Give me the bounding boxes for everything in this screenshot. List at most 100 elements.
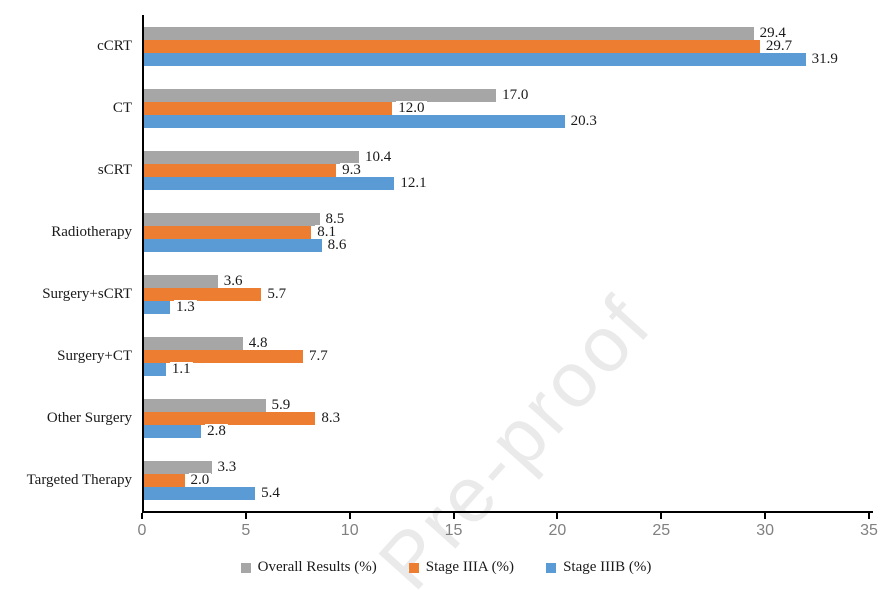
data-label: 10.4 xyxy=(363,148,394,165)
bar-line: 31.9 xyxy=(143,50,870,67)
bar-group: 8.5 8.1 8.6 xyxy=(143,201,870,263)
data-label: 29.7 xyxy=(763,37,795,54)
bar-group: 10.4 9.3 12.1 xyxy=(143,139,870,201)
x-tick-label: 0 xyxy=(137,522,147,539)
data-label: 5.4 xyxy=(259,484,282,501)
category-row: Targeted Therapy 3.3 2.0 5.4 xyxy=(0,449,870,511)
bar xyxy=(143,101,393,115)
data-label: 2.8 xyxy=(205,422,228,439)
bar xyxy=(143,398,266,412)
x-tick-label: 35 xyxy=(860,522,878,539)
data-label: 5.9 xyxy=(269,396,293,413)
bar xyxy=(143,349,303,363)
category-label: cCRT xyxy=(97,37,132,54)
bar-line: 4.8 xyxy=(143,334,870,351)
x-tick-mark xyxy=(244,513,247,519)
bar-line: 5.7 xyxy=(143,285,870,302)
x-tick-label: 10 xyxy=(340,522,359,539)
x-axis-line xyxy=(142,511,873,513)
x-tick-mark xyxy=(660,513,663,519)
bar-line: 2.0 xyxy=(143,472,870,488)
legend: Overall Results (%) Stage IIIA (%) Stage I… xyxy=(0,559,892,576)
category-label: Surgery+CT xyxy=(57,347,132,364)
x-tick-mark xyxy=(141,513,143,519)
bar xyxy=(143,411,316,425)
category-label: Surgery+sCRT xyxy=(42,285,132,302)
data-label: 20.3 xyxy=(568,112,599,129)
bar-line: 12.0 xyxy=(143,99,870,116)
bar xyxy=(143,274,218,288)
bar xyxy=(143,88,497,102)
x-tick-mark xyxy=(348,513,351,519)
x-tick-label: 25 xyxy=(652,522,671,539)
bar-line: 7.7 xyxy=(143,348,870,364)
category-label: sCRT xyxy=(97,161,132,178)
bar xyxy=(143,225,312,239)
bar-rows: cCRT 29.4 29.7 31.9 CT 17.0 12.0 20.3 sCRT 10.4 9.… xyxy=(0,15,870,511)
data-label: 8.3 xyxy=(319,409,343,426)
data-label: 12.1 xyxy=(398,174,429,191)
bar xyxy=(143,424,202,438)
bar-line: 29.7 xyxy=(143,37,870,54)
bar xyxy=(143,150,360,164)
bar-line: 9.3 xyxy=(143,161,870,178)
bar xyxy=(143,362,166,376)
bar xyxy=(143,238,322,252)
legend-label: Stage IIIB (%) xyxy=(563,559,652,575)
legend-label: Overall Results (%) xyxy=(257,559,377,575)
data-label: 31.9 xyxy=(809,50,840,67)
data-label: 12.0 xyxy=(396,99,427,116)
legend-item: Stage IIIB (%) xyxy=(546,559,651,576)
bar-line: 1.1 xyxy=(143,360,870,377)
data-label: 8.1 xyxy=(315,223,338,240)
data-label: 9.3 xyxy=(340,161,363,178)
y-axis-line xyxy=(142,15,144,513)
data-label: 4.8 xyxy=(246,334,270,351)
legend-swatch-icon xyxy=(240,562,251,573)
data-label: 5.7 xyxy=(265,285,289,302)
bar xyxy=(143,460,212,474)
bar-line: 20.3 xyxy=(143,112,870,129)
data-label: 29.4 xyxy=(757,24,788,41)
bar-line: 10.4 xyxy=(143,148,870,165)
category-row: Other Surgery 5.9 8.3 2.8 xyxy=(0,387,870,449)
category-row: CT 17.0 12.0 20.3 xyxy=(0,77,870,139)
category-row: Surgery+sCRT 3.6 5.7 1.3 xyxy=(0,263,870,325)
bar-line: 8.1 xyxy=(143,223,870,240)
data-label: 17.0 xyxy=(500,86,531,103)
legend-swatch-icon xyxy=(546,562,557,573)
data-label: 8.5 xyxy=(323,210,347,227)
bar xyxy=(143,176,395,190)
bar xyxy=(143,287,262,301)
legend-item: Stage IIIA (%) xyxy=(408,559,515,576)
bar-line: 12.1 xyxy=(143,174,870,191)
bar-line: 17.0 xyxy=(143,86,870,103)
bar xyxy=(143,212,320,226)
bar xyxy=(143,163,337,177)
bar xyxy=(143,114,565,128)
data-label: 1.1 xyxy=(169,360,193,377)
bar-line: 3.6 xyxy=(143,272,870,289)
x-tick-mark xyxy=(868,513,870,519)
legend-label: Stage IIIA (%) xyxy=(425,559,515,575)
data-label: 3.6 xyxy=(221,272,245,289)
x-tick-label: 5 xyxy=(241,522,251,539)
bar-group: 4.8 7.7 1.1 xyxy=(143,325,870,387)
bar-group: 17.0 12.0 20.3 xyxy=(143,77,870,139)
bar xyxy=(143,300,170,314)
category-label: Radiotherapy xyxy=(51,223,132,240)
legend-item: Overall Results (%) xyxy=(240,559,377,576)
x-tick-mark xyxy=(452,513,455,519)
x-tick-label: 15 xyxy=(444,522,463,539)
category-row: Surgery+CT 4.8 7.7 1.1 xyxy=(0,325,870,387)
bar-line: 8.3 xyxy=(143,409,870,426)
bar-line: 2.8 xyxy=(143,422,870,439)
bar-line: 8.6 xyxy=(143,237,870,253)
x-tick-label: 20 xyxy=(548,522,567,539)
bar-line: 29.4 xyxy=(143,24,870,41)
bar-line: 8.5 xyxy=(143,210,870,227)
category-label: CT xyxy=(112,99,132,116)
category-label: Other Surgery xyxy=(46,409,132,426)
